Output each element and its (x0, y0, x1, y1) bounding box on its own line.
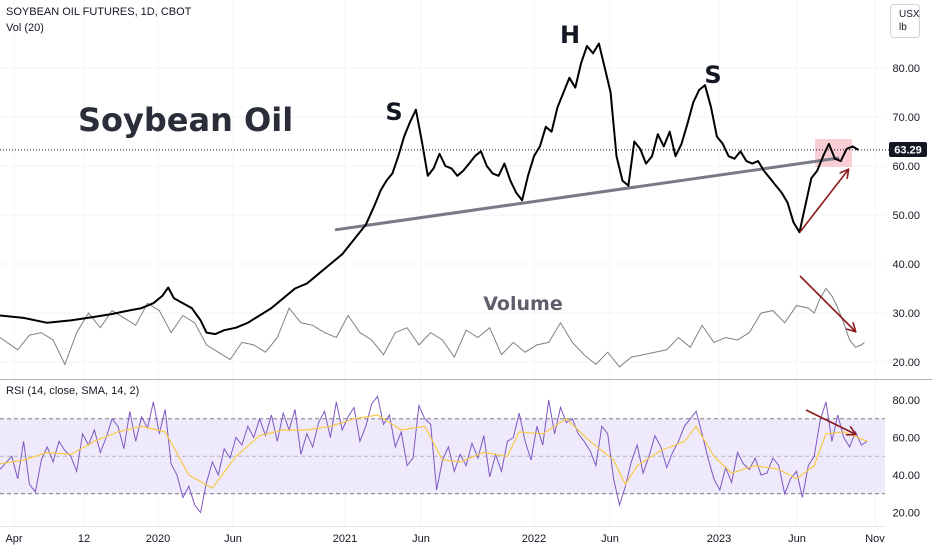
time-tick-label[interactable]: Jun (412, 533, 430, 545)
time-axis[interactable]: Apr 12 2020 Jun 2021 Jun 2022 Jun 2023 Jun Nov (5, 533, 885, 545)
unit-currency: USX (899, 9, 920, 20)
rsi-tick-label[interactable]: 20.00 (892, 508, 920, 520)
price-tick-label[interactable]: 80.00 (892, 63, 920, 75)
time-tick-label[interactable]: 2023 (707, 533, 731, 545)
price-up-arrow[interactable] (799, 170, 848, 233)
price-axis[interactable]: 20.00 30.00 40.00 50.00 60.00 70.00 80.00 (892, 63, 920, 369)
chart-title-annotation[interactable]: Soybean Oil (78, 101, 293, 139)
symbol-legend[interactable]: SOYBEAN OIL FUTURES, 1D, CBOT (6, 6, 192, 18)
rsi-levels (0, 418, 885, 495)
unit-measure: lb (899, 22, 907, 33)
rsi-series-line (0, 395, 868, 514)
price-tick-label[interactable]: 50.00 (892, 210, 920, 222)
left-shoulder-label[interactable]: S (385, 98, 402, 126)
price-series-line (0, 42, 859, 336)
time-tick-label[interactable]: 12 (78, 533, 90, 545)
time-tick-label[interactable]: 2020 (146, 533, 170, 545)
last-price-badge-bg (889, 142, 927, 157)
volume-annotation-label[interactable]: Volume (483, 293, 562, 315)
price-tick-label[interactable]: 30.00 (892, 308, 920, 320)
last-price-badge: 63.29 (889, 142, 927, 157)
rsi-down-arrow[interactable] (805, 409, 855, 434)
annotation-arrows[interactable] (799, 170, 855, 434)
time-tick-label[interactable]: Jun (224, 533, 242, 545)
time-tick-label[interactable]: 2022 (522, 533, 546, 545)
time-tick-label[interactable]: Nov (865, 533, 885, 545)
time-tick-label[interactable]: Apr (5, 533, 22, 545)
right-shoulder-label[interactable]: S (704, 61, 721, 89)
rsi-tick-label[interactable]: 60.00 (892, 433, 920, 445)
time-tick-label[interactable]: Jun (788, 533, 806, 545)
time-tick-label[interactable]: 2021 (333, 533, 357, 545)
last-price-badge-text: 63.29 (894, 145, 922, 157)
price-tick-label[interactable]: 40.00 (892, 259, 920, 271)
rsi-ma-line (0, 414, 868, 489)
price-tick-label[interactable]: 20.00 (892, 357, 920, 369)
time-tick-label[interactable]: Jun (601, 533, 619, 545)
neckline-trendline[interactable] (334, 156, 840, 232)
unit-selector-button[interactable]: USX lb (890, 4, 920, 38)
volume-series-line (0, 287, 865, 368)
rsi-tick-label[interactable]: 40.00 (892, 470, 920, 482)
head-label[interactable]: H (560, 21, 580, 49)
rsi-axis[interactable]: 20.00 40.00 60.00 80.00 (892, 395, 920, 520)
volume-down-arrow[interactable] (799, 275, 855, 331)
volume-legend[interactable]: Vol (20) (6, 22, 44, 34)
price-tick-label[interactable]: 60.00 (892, 161, 920, 173)
price-tick-label[interactable]: 70.00 (892, 112, 920, 124)
rsi-legend[interactable]: RSI (14, close, SMA, 14, 2) (6, 385, 140, 397)
rsi-tick-label[interactable]: 80.00 (892, 395, 920, 407)
